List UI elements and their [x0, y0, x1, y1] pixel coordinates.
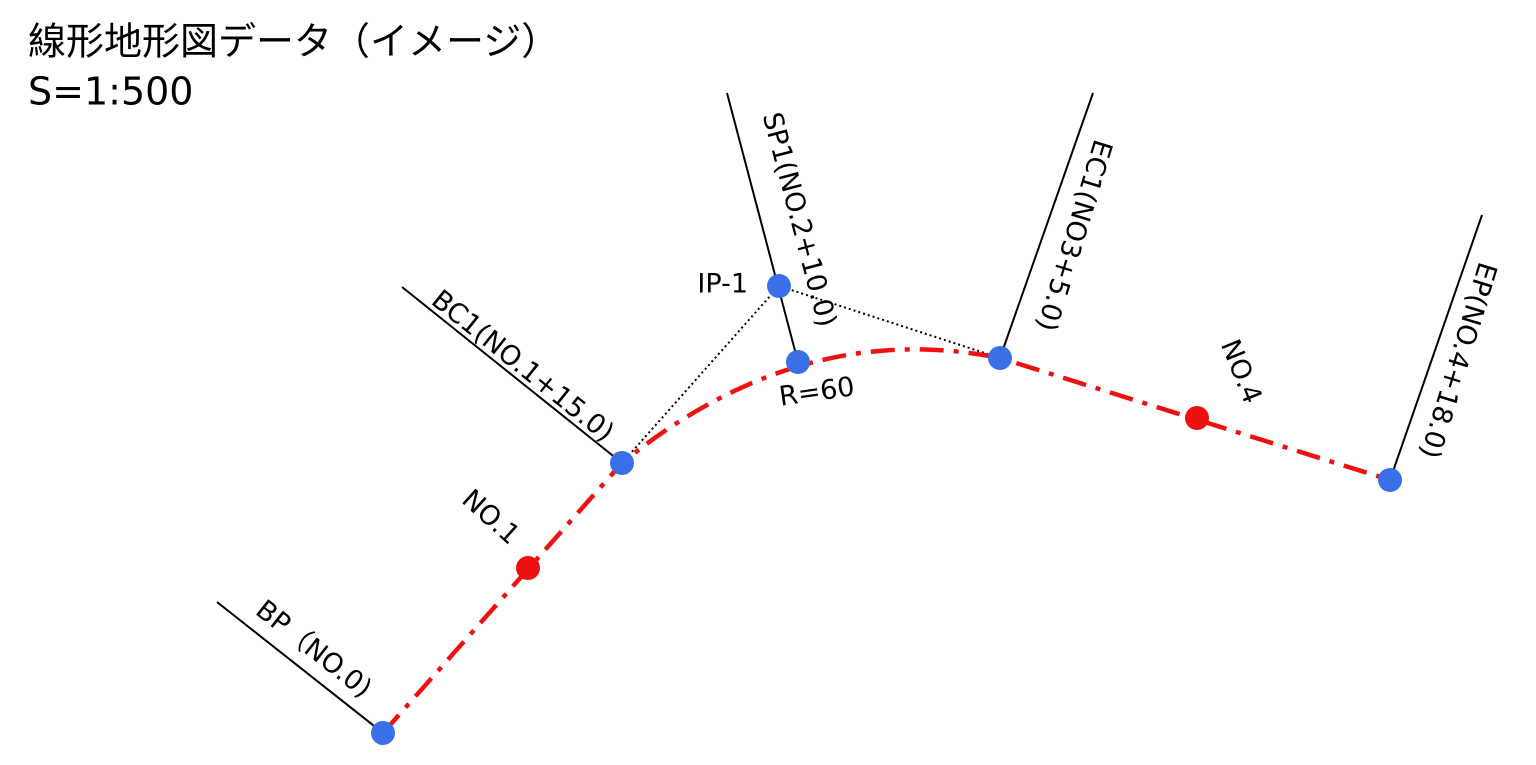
sp1-point — [786, 350, 810, 374]
bc1-point — [610, 451, 634, 475]
ip1-label: IP-1 — [697, 269, 748, 300]
points — [371, 274, 1402, 745]
title: 線形地形図データ（イメージ） — [28, 20, 559, 64]
ec1-point — [988, 346, 1012, 370]
no4-label: NO.4 — [1214, 335, 1268, 408]
station-lines — [216, 92, 1483, 734]
alignment — [381, 347, 1391, 735]
scale: S=1:500 — [28, 70, 193, 114]
no1-point — [516, 556, 540, 580]
bp-point — [371, 721, 395, 745]
ep-line — [1389, 214, 1483, 481]
no1-label: NO.1 — [456, 484, 526, 551]
bc1-line — [401, 286, 623, 464]
ep-label: EP(NO.4+18.0) — [1413, 259, 1502, 462]
sp1-line — [726, 92, 799, 363]
bp-line — [216, 601, 384, 734]
radius-label: R=60 — [777, 371, 856, 412]
bp-label: BP（NO.0) — [250, 594, 378, 704]
ep-point — [1378, 468, 1402, 492]
ip1-point — [767, 274, 791, 298]
no4-point — [1185, 406, 1209, 430]
bc1-label: BC1(NO.1+15.0) — [426, 284, 620, 448]
ec1-line — [999, 92, 1094, 359]
